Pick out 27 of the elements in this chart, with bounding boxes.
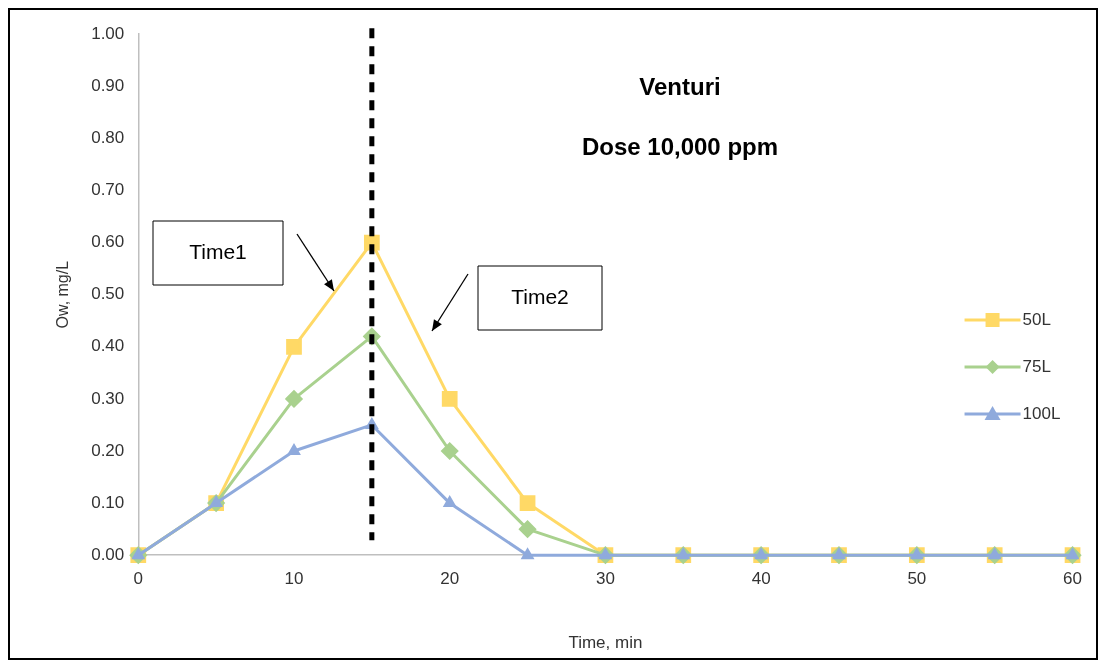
y-tick-label: 0.10 (91, 492, 125, 512)
y-tick-label: 0.40 (91, 336, 125, 356)
y-tick-label: 0.60 (91, 232, 125, 252)
x-tick-label: 0 (133, 569, 144, 589)
y-tick-label: 1.00 (91, 23, 125, 43)
x-tick-label: 40 (751, 569, 771, 589)
y-tick-label: 0.90 (91, 75, 125, 95)
y-tick-label: 0.00 (91, 544, 125, 564)
annotation: Time2 (511, 284, 569, 308)
x-tick-label: 10 (284, 569, 304, 589)
x-tick-label: 20 (440, 569, 460, 589)
y-tick-label: 0.50 (91, 284, 125, 304)
x-tick-label: 30 (595, 569, 615, 589)
text: Dose 10,000 ppm (581, 132, 779, 160)
y-tick-label: 0.70 (91, 180, 125, 200)
x-tick-label: 60 (1063, 569, 1083, 589)
x-axis-title: Time, min (568, 633, 643, 653)
legend-label: 100L (1022, 403, 1061, 423)
y-tick-label: 0.80 (91, 128, 125, 148)
y-tick-label: 0.30 (91, 388, 125, 408)
y-axis-title: Ow, mg/L (54, 260, 72, 329)
y-tick-label: 0.20 (91, 440, 125, 460)
legend-label: 50L (1022, 309, 1051, 329)
annotation: Time1 (189, 239, 247, 263)
text: Venturi (639, 72, 721, 100)
legend-label: 75L (1022, 356, 1051, 376)
x-tick-label: 50 (907, 569, 927, 589)
